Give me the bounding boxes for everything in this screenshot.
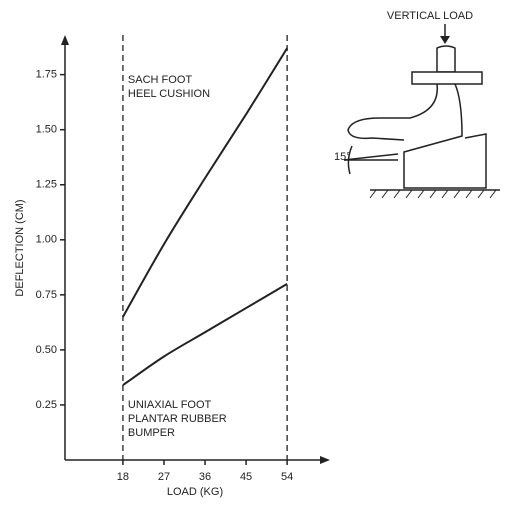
x-axis-label: LOAD (KG) — [167, 486, 223, 498]
series-label: UNIAXIAL FOOT — [128, 399, 212, 411]
x-axis-arrow — [320, 456, 330, 464]
y-tick-label: 1.00 — [36, 234, 57, 246]
y-tick-label: 0.25 — [36, 399, 57, 411]
x-tick-label: 18 — [117, 471, 129, 483]
x-tick-label: 27 — [158, 471, 170, 483]
x-tick-label: 45 — [240, 471, 252, 483]
y-tick-label: 0.75 — [36, 289, 57, 301]
y-axis-arrow — [61, 35, 69, 45]
diagram-label: VERTICAL LOAD — [387, 10, 473, 22]
series-label: SACH FOOT — [128, 74, 192, 86]
series-label: PLANTAR RUBBER — [128, 413, 227, 425]
series-label: BUMPER — [128, 427, 175, 439]
y-tick-label: 1.50 — [36, 124, 57, 136]
y-tick-label: 1.25 — [36, 179, 57, 191]
y-tick-label: 0.50 — [36, 344, 57, 356]
x-tick-label: 36 — [199, 471, 211, 483]
x-tick-label: 54 — [281, 471, 293, 483]
foot-diagram: VERTICAL LOAD 15° — [334, 10, 500, 199]
y-axis-label: DEFLECTION (CM) — [14, 199, 26, 296]
series-line — [122, 282, 288, 386]
angle-label: 15° — [334, 151, 351, 163]
series-label: HEEL CUSHION — [128, 88, 210, 100]
y-tick-label: 1.75 — [36, 69, 57, 81]
series-line — [122, 47, 288, 318]
